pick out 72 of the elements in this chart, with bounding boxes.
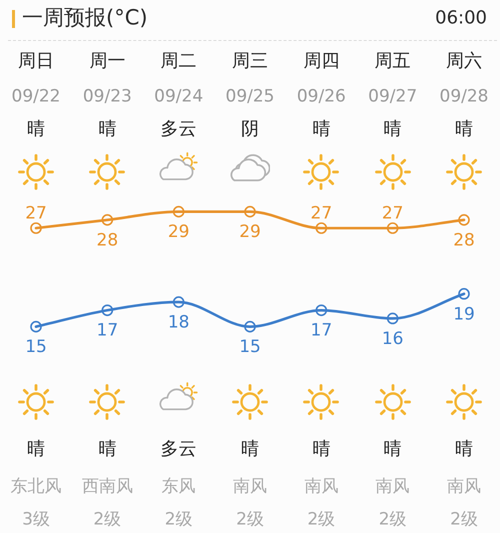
text: 南风	[447, 476, 481, 496]
data-label: 15	[239, 337, 261, 358]
data-label: 28	[96, 230, 118, 250]
data-label: 19	[453, 304, 475, 324]
point	[316, 304, 328, 316]
data-label: 16	[382, 328, 404, 349]
text: 2级	[93, 509, 122, 530]
point	[102, 214, 114, 226]
text: 西南风	[82, 476, 133, 496]
text: 多云	[160, 438, 197, 460]
text: 2级	[450, 509, 478, 530]
data-label: 27	[310, 204, 332, 224]
x-tick-label: 周五	[374, 50, 411, 72]
data-label: 27	[25, 204, 47, 224]
point	[244, 320, 256, 332]
text: 09/26	[296, 86, 346, 106]
point	[316, 222, 328, 234]
text: 晴	[312, 438, 330, 460]
text: 2级	[164, 509, 193, 530]
data-label: 18	[168, 312, 190, 332]
text: 南风	[304, 476, 338, 496]
text: 阴	[241, 118, 259, 140]
chart-subtitle: 06:00	[435, 8, 487, 29]
point	[172, 296, 184, 308]
x-tick-label: 周三	[232, 50, 268, 72]
x-tick-label: 周六	[446, 50, 482, 72]
data-label: 27	[382, 204, 404, 224]
point	[458, 288, 470, 300]
x-tick-label: 周一	[89, 50, 126, 72]
point	[30, 222, 42, 234]
point	[172, 206, 184, 218]
data-label: 29	[239, 222, 261, 242]
text: 3级	[22, 509, 50, 530]
text: 晴	[455, 118, 473, 140]
data-label: 17	[96, 320, 118, 341]
x-tick-label: 周四	[303, 50, 340, 72]
text: 09/27	[368, 86, 418, 106]
point	[102, 304, 114, 316]
text: 2级	[236, 509, 264, 530]
point	[30, 320, 42, 332]
text: 东风	[162, 476, 196, 496]
text: 09/25	[226, 86, 274, 106]
text: 晴	[241, 438, 259, 460]
data-label: 15	[25, 337, 47, 358]
text: 晴	[384, 118, 402, 140]
chart-title: 一周预报(°C)	[22, 5, 148, 30]
text: 南风	[233, 476, 267, 496]
text: 晴	[27, 118, 45, 140]
text: 2级	[378, 509, 407, 530]
x-tick-label: 周二	[160, 50, 197, 72]
data-label: 28	[453, 230, 475, 250]
text: 南风	[376, 476, 410, 496]
text: 多云	[160, 118, 197, 140]
data-label: 29	[168, 222, 190, 242]
point	[386, 222, 398, 234]
text: 晴	[384, 438, 402, 460]
text: 09/24	[154, 86, 204, 106]
data-label: 17	[310, 320, 332, 341]
point	[244, 206, 256, 218]
text: 09/22	[12, 86, 60, 106]
text: 晴	[27, 438, 45, 460]
text: 东北风	[10, 476, 62, 496]
point	[386, 312, 398, 324]
text: 09/23	[82, 86, 132, 106]
text: 晴	[455, 438, 473, 460]
text: 晴	[98, 118, 116, 140]
text: 晴	[98, 438, 116, 460]
point	[458, 214, 470, 226]
x-tick-label: 周日	[18, 50, 54, 72]
text: 09/28	[440, 86, 488, 106]
text: 晴	[312, 118, 330, 140]
text: 2级	[307, 509, 336, 530]
